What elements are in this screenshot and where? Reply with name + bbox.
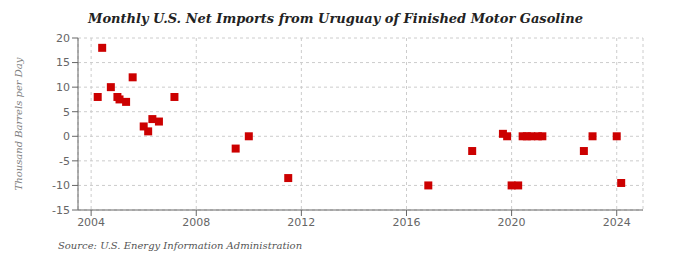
- svg-text:2024: 2024: [603, 216, 631, 229]
- svg-text:2016: 2016: [392, 216, 420, 229]
- svg-text:-15: -15: [52, 204, 70, 217]
- svg-text:2020: 2020: [498, 216, 526, 229]
- svg-text:2008: 2008: [182, 216, 210, 229]
- svg-text:Thousand Barrels per Day: Thousand Barrels per Day: [13, 57, 24, 190]
- svg-text:2012: 2012: [287, 216, 315, 229]
- svg-text:0: 0: [63, 130, 70, 143]
- html-text:Monthly U.S. Net Imports from: Monthly U.S. Net Imports from Uruguay of…: [88, 11, 583, 26]
- svg-text:-10: -10: [52, 179, 70, 192]
- svg-text:2004: 2004: [77, 216, 105, 229]
- html-text:Source: U.S. Energy Informatio: Source: U.S. Energy Information Administ…: [58, 240, 303, 251]
- svg-text:-5: -5: [59, 155, 70, 168]
- svg-text:10: 10: [56, 81, 70, 94]
- svg-text:5: 5: [63, 106, 70, 119]
- svg-text:20: 20: [56, 32, 70, 45]
- svg-text:15: 15: [56, 56, 70, 69]
